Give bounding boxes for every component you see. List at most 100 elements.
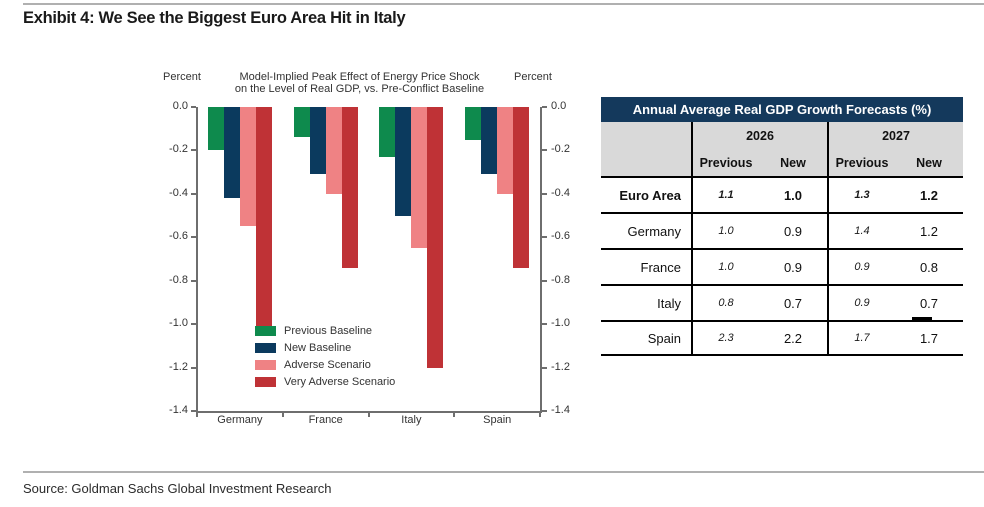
cell-value: 0.9 <box>827 286 895 320</box>
bar-italy-2 <box>395 107 412 216</box>
cell-value: 0.8 <box>691 286 759 320</box>
y-tick-mark-right <box>542 323 547 326</box>
cell-value: 0.8 <box>919 259 939 275</box>
source-text: Source: Goldman Sachs Global Investment … <box>23 481 332 496</box>
y-tick-label-right: -0.2 <box>551 143 570 156</box>
year-header-2026: 2026 <box>691 122 827 150</box>
x-tick-mark <box>281 413 284 417</box>
year-header-2027: 2027 <box>827 122 963 150</box>
legend-label: Previous Baseline <box>284 324 373 337</box>
y-tick-label-right: -1.4 <box>551 404 570 416</box>
y-tick-label-right: -0.4 <box>551 186 570 199</box>
y-tick-mark-left <box>191 366 196 369</box>
cell-value: 1.0 <box>691 250 759 284</box>
cell-value: 0.9 <box>783 223 803 239</box>
x-category-label-spain: Spain <box>483 414 512 426</box>
y-tick-mark-right <box>542 366 547 369</box>
bar-france-3 <box>325 107 342 194</box>
y-tick-label-left: -0.2 <box>169 143 188 156</box>
y-tick-label-left: -0.8 <box>169 273 188 286</box>
y-tick-label-right: -1.0 <box>551 317 570 330</box>
x-tick-mark <box>539 413 541 417</box>
y-tick-mark-right <box>542 149 547 152</box>
legend-item: Adverse Scenario <box>255 356 395 373</box>
y-tick-label-right: -0.8 <box>551 273 570 286</box>
cell-value: 1.2 <box>919 223 939 239</box>
cell-value: 0.7 <box>919 295 939 311</box>
table-row-spain: Spain 2.3 2.2 1.7 1.7 <box>601 320 963 356</box>
legend-label: Adverse Scenario <box>284 358 371 371</box>
table-year-header-row: 2026 2027 <box>601 122 963 150</box>
cell-value: 1.4 <box>827 214 895 248</box>
y-tick-mark-left <box>191 149 196 152</box>
y-axis-right <box>540 107 542 411</box>
y-tick-label-right: 0.0 <box>551 100 567 112</box>
table-row-germany: Germany 1.0 0.9 1.4 1.2 <box>601 212 963 248</box>
y-axis-left <box>196 107 198 411</box>
gdp-forecast-table: Annual Average Real GDP Growth Forecasts… <box>601 97 963 356</box>
row-label: Germany <box>627 223 681 239</box>
cell-value: 2.2 <box>783 330 803 346</box>
row-label: Euro Area <box>619 187 681 203</box>
x-tick-mark <box>196 413 198 417</box>
legend-swatch-icon <box>255 359 276 370</box>
y-tick-mark-right <box>542 410 547 412</box>
plot-area <box>197 107 540 411</box>
exhibit-title: Exhibit 4: We See the Biggest Euro Area … <box>23 9 406 27</box>
cell-value: 1.2 <box>919 187 939 203</box>
x-tick-mark <box>453 413 456 417</box>
x-tick-mark <box>367 413 370 417</box>
y-tick-mark-right <box>542 192 547 195</box>
left-axis-unit-label: Percent <box>163 71 201 83</box>
x-category-label-france: France <box>308 414 343 426</box>
bar-italy-4 <box>427 107 444 368</box>
table-row-italy: Italy 0.8 0.7 0.9 0.7 <box>601 284 963 320</box>
cell-value: 0.9 <box>827 250 895 284</box>
y-tick-label-left: 0.0 <box>172 100 188 112</box>
stray-underline-mark <box>912 317 932 320</box>
chart-legend: Previous Baseline New Baseline Adverse Sce… <box>255 322 395 390</box>
row-label: Italy <box>657 295 681 311</box>
chart-title: Model-Implied Peak Effect of Energy Pric… <box>187 71 532 95</box>
x-category-label-germany: Germany <box>217 414 263 426</box>
bar-spain-4 <box>513 107 530 268</box>
right-axis-unit-label: Percent <box>514 71 552 83</box>
legend-swatch-icon <box>255 342 276 353</box>
table-subheader-row: Previous New Previous New <box>601 150 963 176</box>
cell-value: 1.1 <box>691 178 759 212</box>
y-tick-mark-right <box>542 279 547 282</box>
bar-germany-4 <box>255 107 272 329</box>
row-label: Spain <box>647 330 681 346</box>
legend-item: Very Adverse Scenario <box>255 373 395 390</box>
y-tick-label-right: -1.2 <box>551 360 570 373</box>
subheader-new-2026: New <box>780 156 806 170</box>
chart-title-line2: on the Level of Real GDP, vs. Pre-Confli… <box>234 83 485 95</box>
x-axis <box>196 411 542 413</box>
bottom-divider <box>23 471 984 473</box>
table-title: Annual Average Real GDP Growth Forecasts… <box>601 97 963 122</box>
cell-value: 1.7 <box>827 322 895 354</box>
y-tick-mark-left <box>191 236 196 239</box>
legend-item: New Baseline <box>255 339 395 356</box>
table-corner-cell <box>601 122 691 150</box>
y-tick-label-left: -1.2 <box>169 360 188 373</box>
y-tick-label-left: -1.4 <box>169 404 188 416</box>
y-tick-mark-right <box>542 236 547 239</box>
bar-italy-3 <box>411 107 428 249</box>
y-tick-label-left: -1.0 <box>169 317 188 330</box>
y-tick-label-left: -0.4 <box>169 186 188 199</box>
bar-france-1 <box>293 107 310 138</box>
cell-value: 0.7 <box>783 295 803 311</box>
cell-value: 1.0 <box>691 214 759 248</box>
legend-item: Previous Baseline <box>255 322 395 339</box>
y-tick-label-left: -0.6 <box>169 230 188 243</box>
x-category-label-italy: Italy <box>401 414 422 426</box>
cell-value: 2.3 <box>691 322 759 354</box>
table-row-euro-area: Euro Area 1.1 1.0 1.3 1.2 <box>601 176 963 212</box>
cell-value: 1.7 <box>919 330 939 346</box>
y-tick-mark-right <box>542 106 547 108</box>
bar-france-2 <box>309 107 326 175</box>
y-tick-mark-left <box>191 410 196 412</box>
